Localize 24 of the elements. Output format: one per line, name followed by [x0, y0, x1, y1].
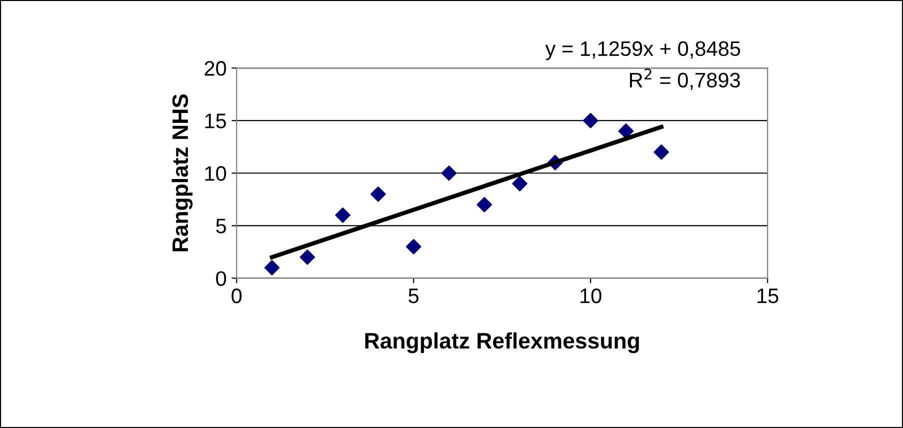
point	[512, 176, 528, 192]
y-tick-label: 15	[205, 114, 226, 128]
text: y = 1,1259x + 0,8485	[545, 41, 740, 60]
point	[582, 112, 598, 128]
point	[335, 208, 350, 223]
point	[441, 165, 457, 181]
point	[406, 239, 422, 254]
point	[618, 123, 634, 139]
x-tick-label: 10	[580, 288, 602, 304]
point	[264, 260, 280, 276]
point	[476, 197, 492, 212]
y-tick-label: 5	[216, 218, 226, 234]
x-tick-label: 0	[232, 288, 242, 304]
point	[300, 250, 316, 265]
point	[654, 144, 669, 160]
x-tick-label: 15	[758, 288, 778, 304]
y-tick-label: 0	[216, 271, 226, 286]
point	[370, 186, 386, 202]
annotation: R$^{2}$ = 0,7893	[630, 68, 740, 90]
y-tick-label: 20	[204, 61, 226, 76]
y-axis-title: Rangplatz NHS	[172, 94, 193, 252]
y-tick-label: 10	[205, 166, 226, 181]
x-tick-label: 5	[408, 288, 418, 304]
x-axis-title: Rangplatz Reflexmessung	[365, 332, 639, 354]
